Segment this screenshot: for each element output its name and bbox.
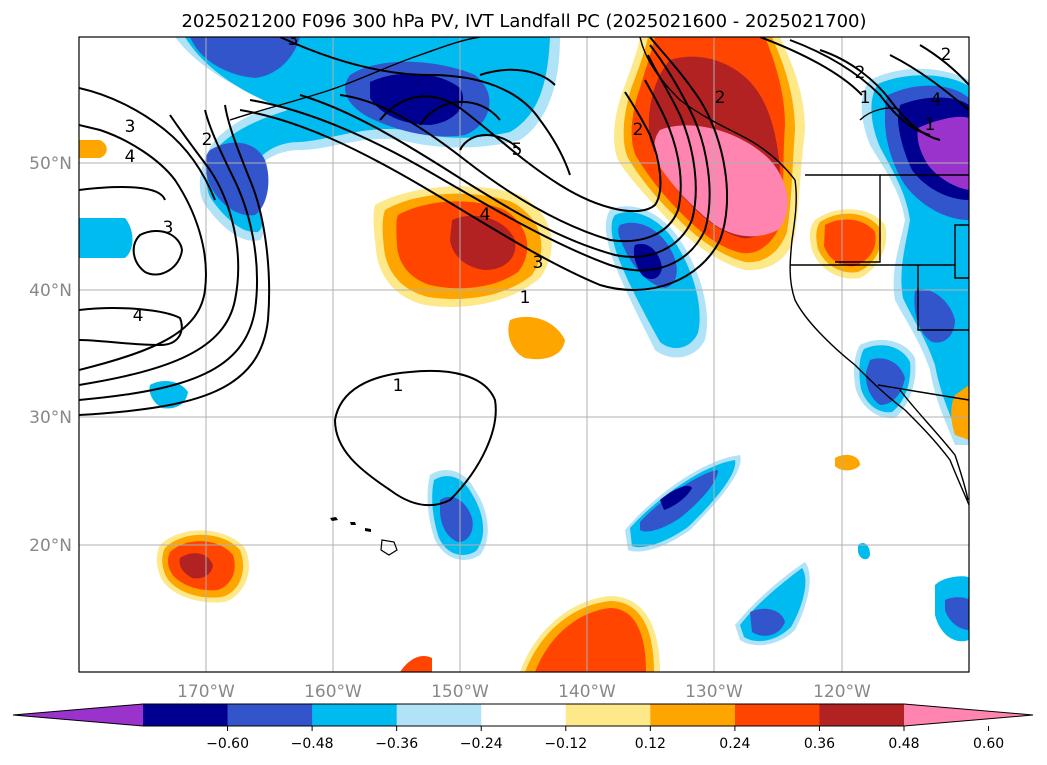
pc-fill-field: [79, 37, 969, 672]
lon-label: 120°W: [813, 682, 871, 702]
colorbar-tick-label: −0.12: [544, 736, 587, 752]
contour-label: 2: [633, 120, 644, 140]
contour-label: 4: [480, 205, 491, 225]
contour-label: 1: [520, 288, 531, 308]
lat-label: 40°N: [29, 281, 72, 301]
coastlines: [229, 37, 969, 506]
lon-label: 140°W: [558, 682, 616, 702]
colorbar-tick-label: −0.36: [375, 736, 418, 752]
graticule: [79, 37, 969, 672]
contour-label: 2: [202, 130, 213, 150]
contour-label: 5: [512, 140, 523, 160]
colorbar-tick-label: 0.48: [888, 736, 919, 752]
contour-labels: 1 2 3 4 5 4 3 2 1 3 4 2 3 4 1 2 1 2: [125, 30, 952, 396]
contour-label: 3: [125, 117, 136, 137]
contour-label: 1: [860, 88, 871, 108]
colorbar-cell: [227, 704, 313, 726]
colorbar-cell: [396, 704, 482, 726]
colorbar-cell: [819, 704, 905, 726]
colorbar-tick-label: −0.60: [206, 736, 249, 752]
colorbar-cell: [650, 704, 736, 726]
colorbar-tick-label: 0.24: [719, 736, 750, 752]
contour-label: 4: [931, 90, 942, 110]
colorbar-tick-label: −0.48: [291, 736, 334, 752]
lat-label: 30°N: [29, 408, 72, 428]
contour-label: 3: [533, 253, 544, 273]
colorbar-cell: [565, 704, 651, 726]
colorbar-cell: [143, 704, 229, 726]
lon-labels: 170°W 160°W 150°W 140°W 130°W 120°W: [177, 682, 871, 702]
colorbar-cell: [481, 704, 567, 726]
colorbar-tick-label: 0.60: [973, 736, 1004, 752]
colorbar: −0.60 −0.48 −0.36 −0.24 −0.12 0.12 0.24 0.36 0.4…: [12, 703, 1034, 752]
contour-label: 2: [941, 45, 952, 65]
colorbar-extend-right: [904, 704, 1033, 726]
colorbar-tick-label: −0.24: [460, 736, 503, 752]
lon-label: 170°W: [177, 682, 235, 702]
contour-label: 4: [125, 147, 136, 167]
contour-label: 2: [855, 63, 866, 83]
contour-lines: [79, 37, 969, 507]
contour-label: 4: [133, 306, 144, 326]
contour-label: 2: [715, 88, 726, 108]
lat-label: 50°N: [29, 154, 72, 174]
lat-label: 20°N: [29, 536, 72, 556]
contour-label: 1: [393, 376, 404, 396]
map-frame: [78, 36, 970, 673]
figure-title: 2025021200 F096 300 hPa PV, IVT Landfall…: [181, 11, 866, 32]
contour-label: 3: [163, 218, 174, 238]
islands: [330, 517, 398, 556]
contour-label: 1: [925, 115, 936, 135]
lon-label: 150°W: [431, 682, 489, 702]
colorbar-tick-label: 0.36: [804, 736, 835, 752]
map-area: 1 2 3 4 5 4 3 2 1 3 4 2 3 4 1 2 1 2: [79, 30, 969, 672]
colorbar-tick-label: 0.12: [635, 736, 666, 752]
lat-labels: 50°N 40°N 30°N 20°N: [29, 154, 72, 556]
lon-label: 160°W: [304, 682, 362, 702]
lon-label: 130°W: [685, 682, 743, 702]
colorbar-cell: [734, 704, 820, 726]
colorbar-cell: [312, 704, 398, 726]
colorbar-extend-left: [13, 704, 143, 726]
contour-label: 3: [288, 30, 299, 50]
